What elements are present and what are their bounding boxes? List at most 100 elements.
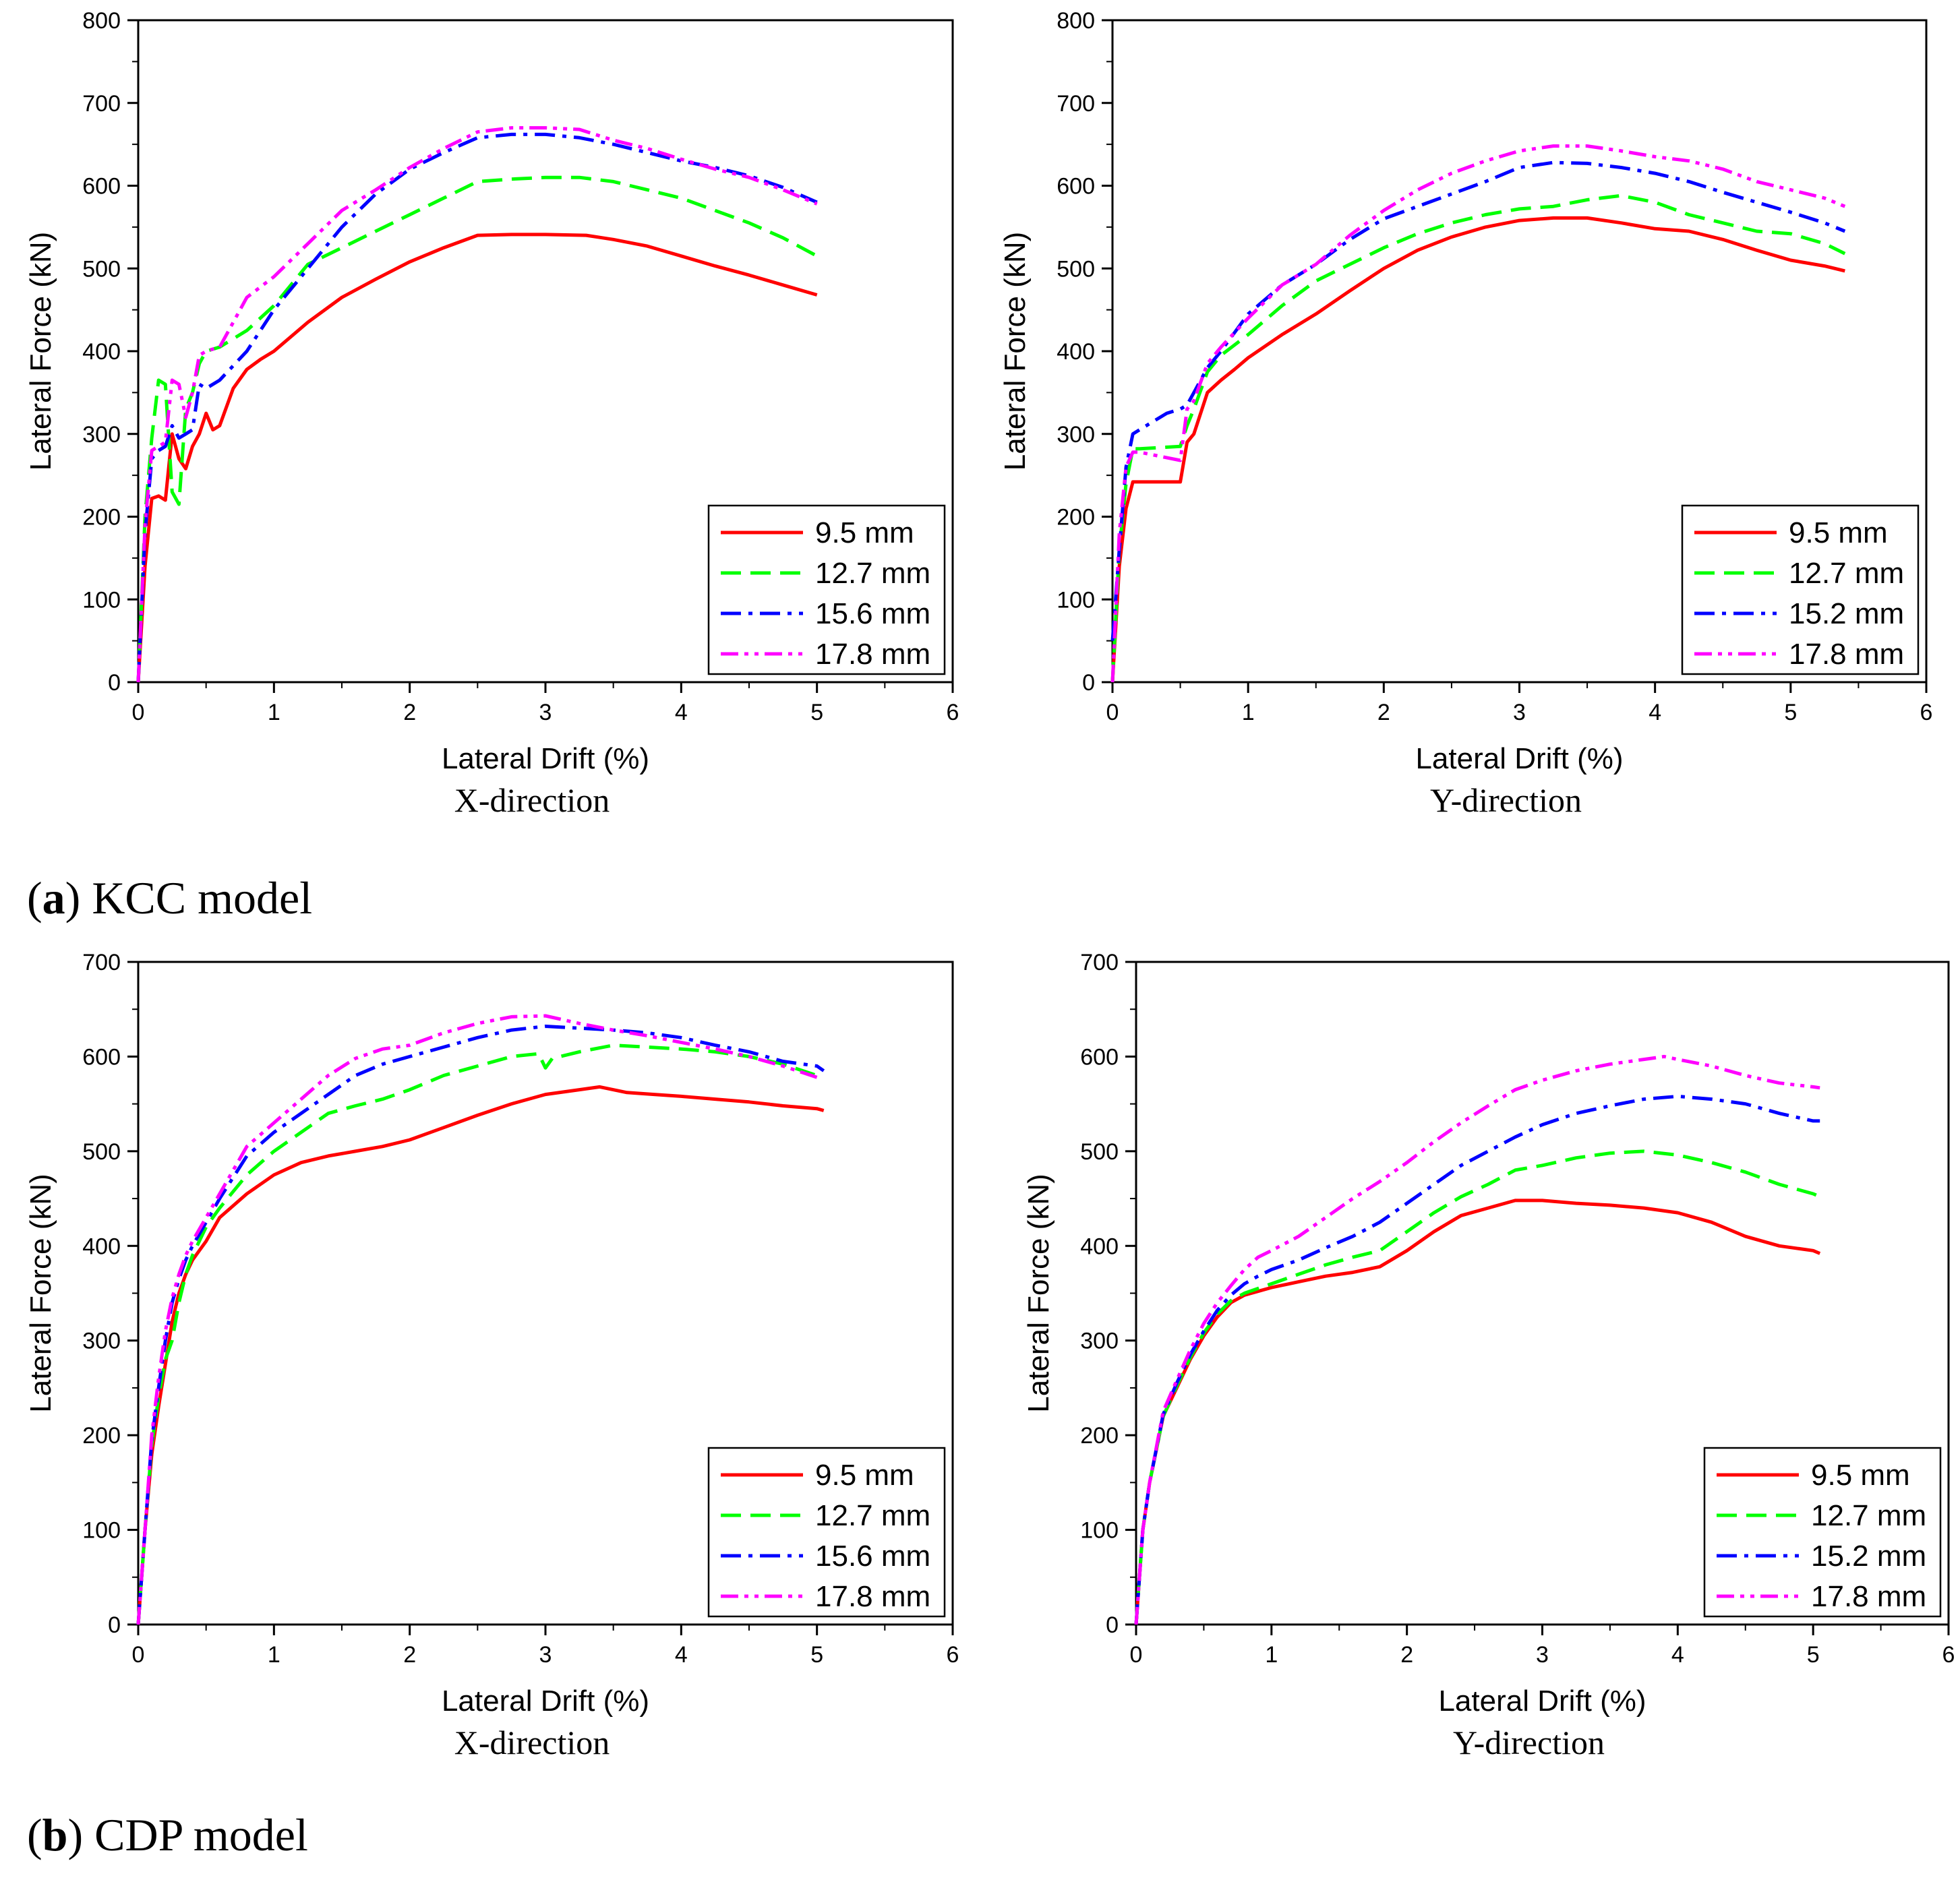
y-tick-label: 0 [108,670,121,696]
x-tick-label: 4 [675,700,688,725]
chart-kcc-y-direction: 0 1 2 3 4 5 6 0 100 200 300 400 500 600 700 800 Lateral … [999,8,1932,819]
series-line-3 [1134,1094,1820,1625]
y-tick-label: 700 [1057,91,1095,117]
y-tick-label: 300 [82,422,121,448]
y-tick-label: 800 [1057,8,1095,34]
series-line-3 [1110,160,1846,641]
y-tick-label: 200 [1080,1423,1119,1449]
series-line-4 [136,1014,818,1625]
caption-a-letter: a [42,872,65,923]
legend: 9.5 mm 12.7 mm 15.2 mm 17.8 mm [1681,504,1920,675]
y-tick-label: 700 [82,950,121,975]
legend-label-4: 17.8 mm [815,638,930,671]
x-tick-label: 1 [268,700,280,725]
series-line-4 [1110,144,1846,683]
legend-label-1: 9.5 mm [815,1459,914,1492]
x-tick-label: 6 [1942,1642,1955,1668]
legend-label-2: 12.7 mm [1789,557,1904,590]
legend-label-3: 15.2 mm [1789,597,1904,630]
series-line-1 [136,1085,825,1625]
x-tick-label: 2 [403,700,416,725]
direction-label: Y-direction [1453,1724,1605,1761]
series-line-1 [1110,216,1845,683]
x-axis-label: Lateral Drift (%) [442,1685,649,1718]
y-tick-label: 500 [82,256,121,282]
y-tick-label: 200 [82,505,121,530]
y-tick-label: 100 [1057,587,1095,613]
y-tick-label: 600 [1057,174,1095,200]
legend-label-2: 12.7 mm [815,1499,930,1532]
y-tick-label: 400 [82,1234,121,1259]
x-tick-label: 5 [810,700,823,725]
series-line-2 [1110,193,1846,683]
series-line-3 [136,132,818,683]
legend: 9.5 mm 12.7 mm 15.2 mm 17.8 mm [1703,1447,1942,1618]
y-tick-label: 0 [1106,1612,1119,1638]
series-line-1 [136,233,818,683]
x-tick-label: 0 [132,700,145,725]
legend-label-1: 9.5 mm [1811,1459,1910,1492]
legend-label-1: 9.5 mm [1789,516,1888,549]
legend-label-2: 12.7 mm [1811,1499,1926,1532]
caption-a: (a) KCC model [27,872,312,923]
y-axis-label: Lateral Force (kN) [1022,1174,1055,1413]
x-tick-label: 3 [1536,1642,1549,1668]
x-tick-label: 6 [1920,700,1933,725]
x-tick-label: 1 [268,1642,280,1668]
y-tick-label: 400 [1057,339,1095,365]
direction-label: X-direction [454,1724,610,1761]
y-tick-label: 500 [82,1139,121,1165]
caption-b-text: CDP model [83,1809,308,1860]
y-tick-label: 0 [1082,670,1095,696]
y-tick-label: 600 [82,1044,121,1070]
y-tick-label: 200 [1057,505,1095,530]
x-tick-label: 2 [1377,700,1390,725]
y-tick-label: 300 [1057,422,1095,448]
y-tick-label: 300 [82,1329,121,1354]
legend-label-3: 15.6 mm [815,597,930,630]
x-tick-label: 3 [539,700,552,725]
x-tick-label: 3 [539,1642,552,1668]
legend-label-2: 12.7 mm [815,557,930,590]
x-tick-label: 2 [1400,1642,1413,1668]
legend: 9.5 mm 12.7 mm 15.6 mm 17.8 mm [707,1447,946,1618]
y-tick-label: 100 [1080,1518,1119,1544]
y-tick-label: 200 [82,1423,121,1449]
series-line-4 [1134,1054,1820,1625]
direction-label: X-direction [454,781,610,819]
y-tick-label: 500 [1057,256,1095,282]
y-axis-label: Lateral Force (kN) [999,232,1032,471]
y-axis-label: Lateral Force (kN) [24,1174,57,1413]
legend-box [707,504,946,675]
x-tick-label: 6 [947,1642,959,1668]
y-tick-label: 400 [1080,1234,1119,1259]
x-tick-label: 3 [1513,700,1526,725]
y-tick-label: 800 [82,8,121,34]
caption-a-text: KCC model [80,872,312,923]
x-tick-label: 1 [1265,1642,1278,1668]
x-tick-label: 2 [403,1642,416,1668]
y-tick-label: 100 [82,1518,121,1544]
y-tick-label: 700 [1080,950,1119,975]
x-axis-label: Lateral Drift (%) [1415,742,1623,775]
x-tick-label: 1 [1242,700,1255,725]
x-tick-label: 4 [1671,1642,1684,1668]
x-tick-label: 4 [675,1642,688,1668]
y-tick-label: 600 [1080,1044,1119,1070]
y-axis-label: Lateral Force (kN) [24,232,57,471]
y-tick-label: 700 [82,91,121,117]
y-tick-label: 300 [1080,1329,1119,1354]
legend-label-4: 17.8 mm [1789,638,1904,671]
legend-label-4: 17.8 mm [815,1580,930,1613]
caption-b: (b) CDP model [27,1809,308,1860]
x-axis-label: Lateral Drift (%) [1438,1685,1646,1718]
legend-label-1: 9.5 mm [815,516,914,549]
chart-kcc-x-direction: 0 1 2 3 4 5 6 0 100 200 300 400 500 600 700 800 Lateral … [24,8,959,819]
y-tick-label: 100 [82,587,121,613]
x-tick-label: 6 [947,700,959,725]
y-tick-label: 0 [108,1612,121,1638]
x-tick-label: 0 [1106,700,1119,725]
y-tick-label: 600 [82,174,121,200]
direction-label: Y-direction [1430,781,1582,819]
